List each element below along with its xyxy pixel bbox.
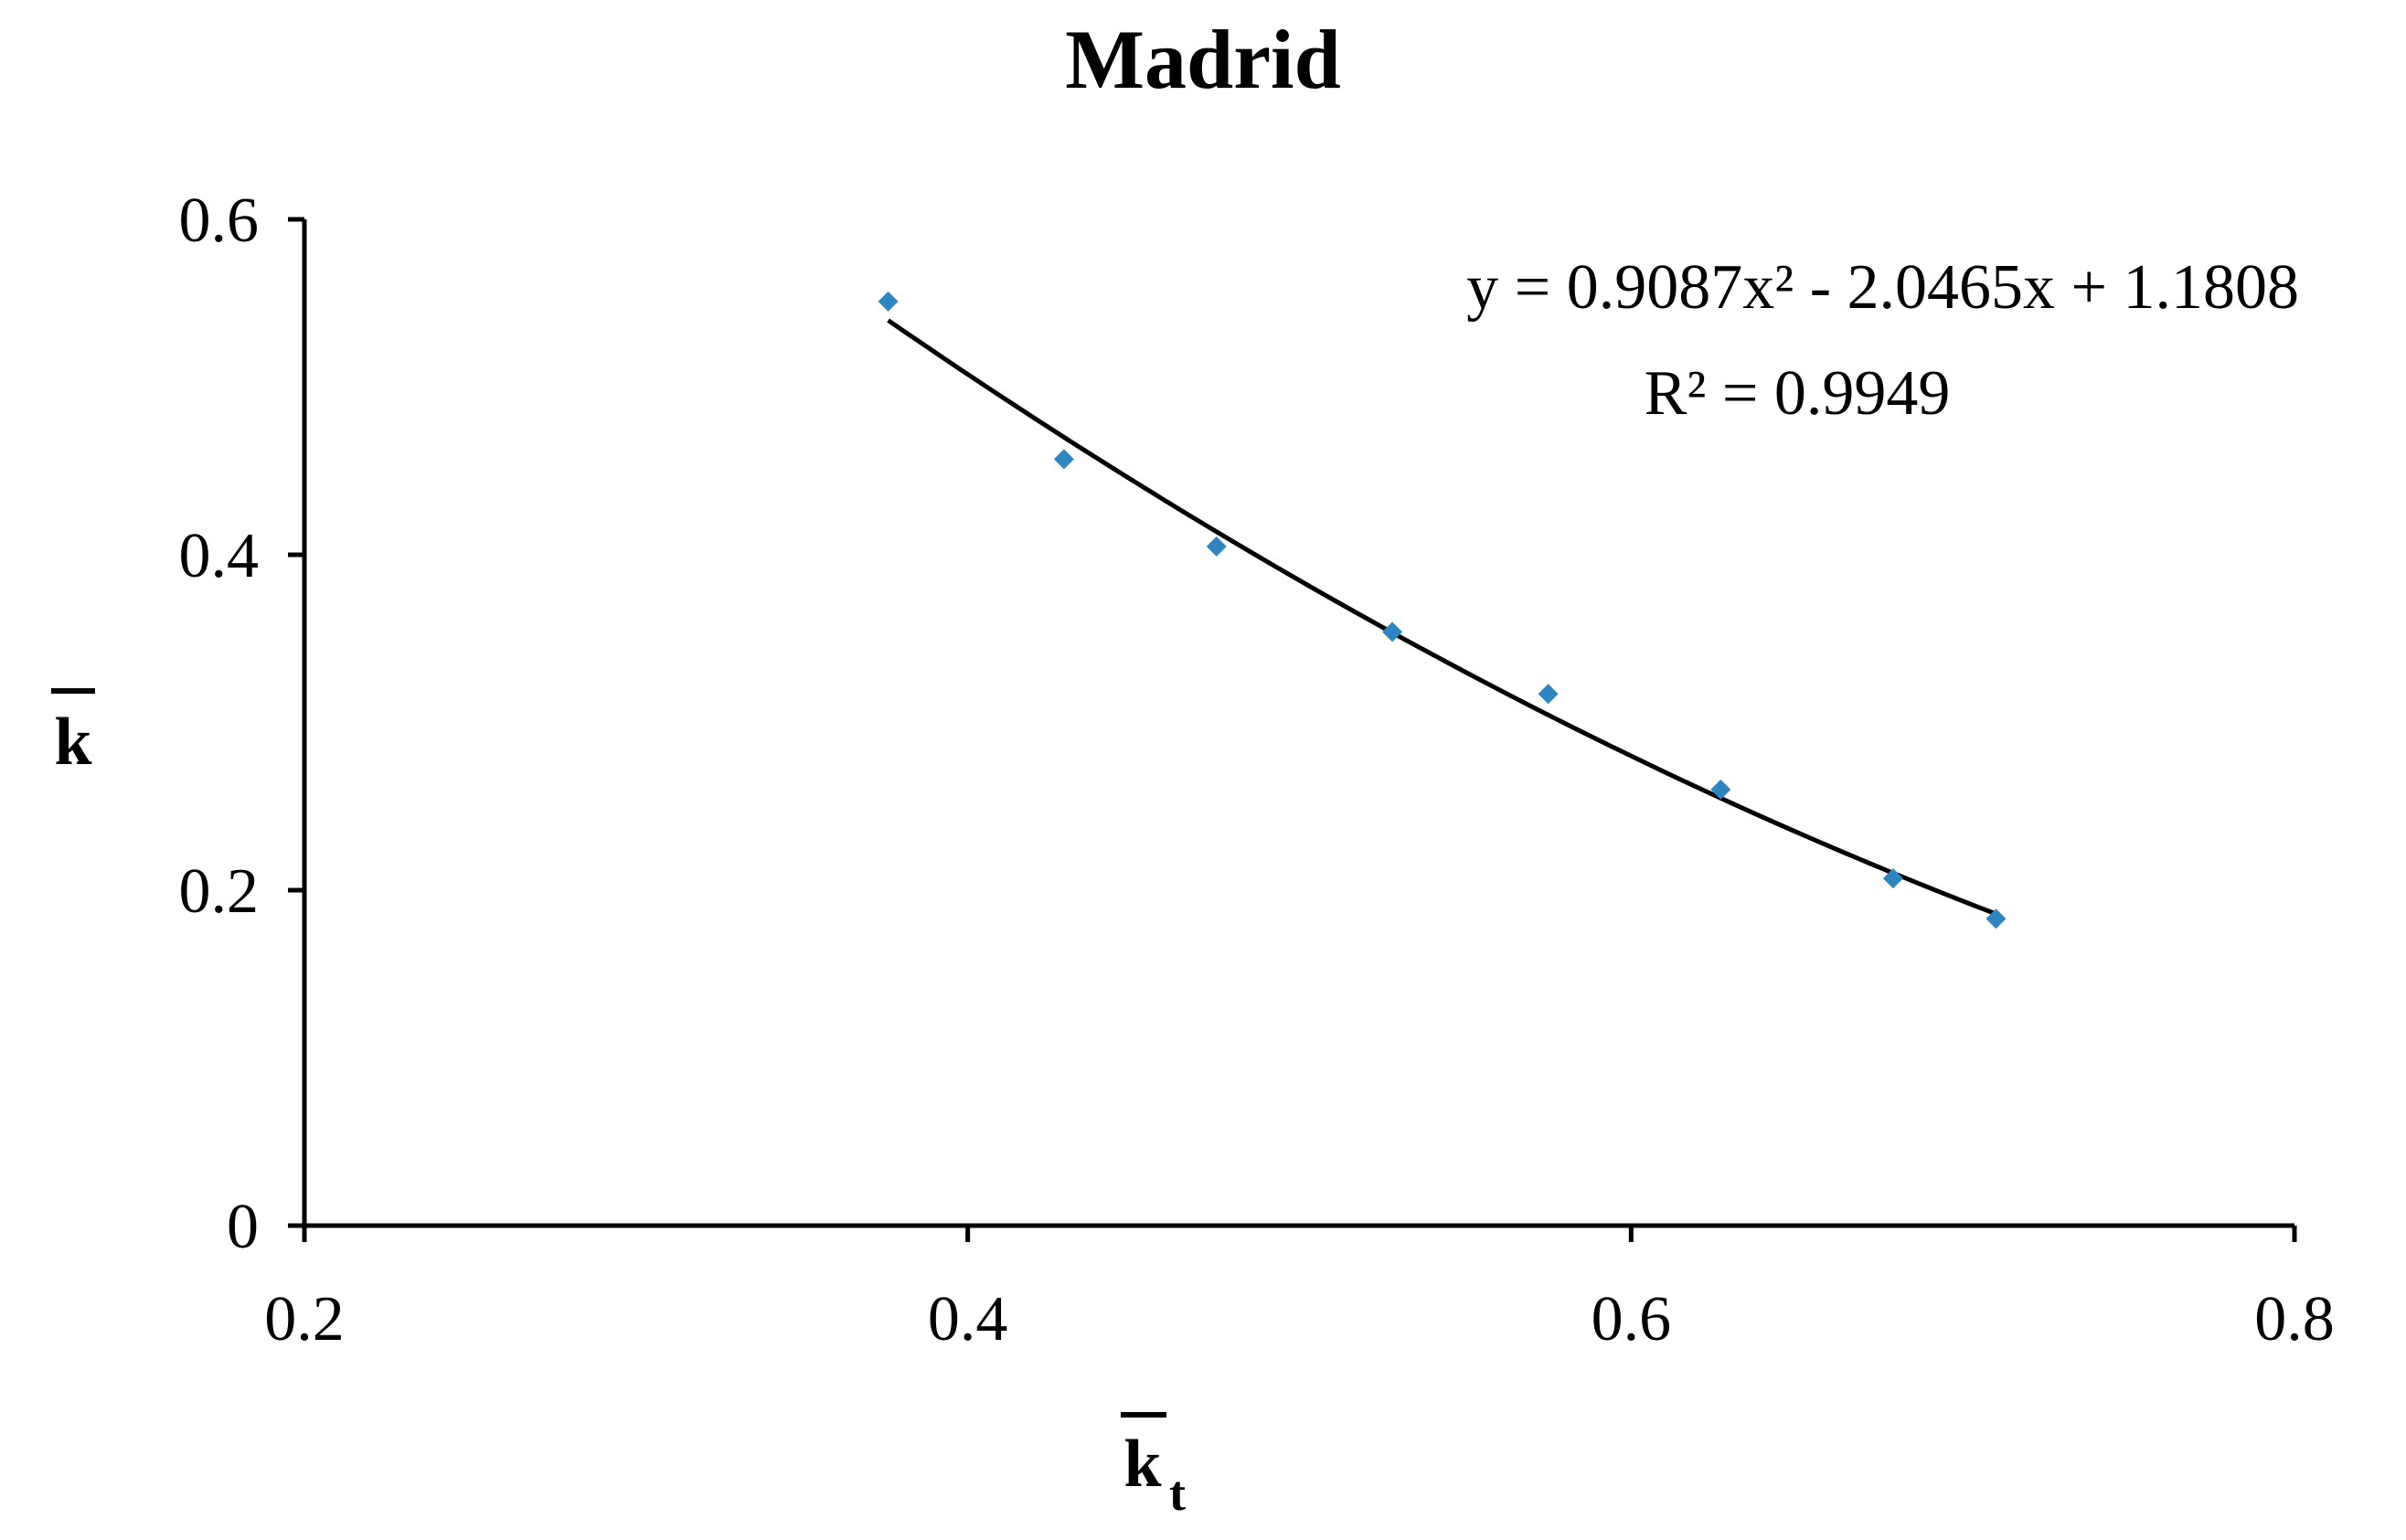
x-axis-label: k t	[1121, 1412, 1186, 1521]
x-tick-label: 0.8	[2254, 1284, 2335, 1354]
x-axis-label-text: k	[1123, 1427, 1162, 1502]
x-tick-label: 0.4	[928, 1284, 1008, 1354]
r-squared: R² = 0.9949	[1645, 358, 1951, 429]
chart-title: Madrid	[1065, 13, 1341, 106]
x-tick-label: 0.2	[264, 1284, 345, 1354]
equation-text: y = 0.9087x² - 2.0465x + 1.1808	[1466, 252, 2299, 323]
y-axis-label: k	[51, 688, 95, 780]
y-tick-label: 0.2	[179, 856, 260, 927]
data-point	[1382, 621, 1403, 643]
y-tick-label: 0.4	[179, 521, 260, 591]
trendline	[887, 318, 1997, 917]
axes: 0.2 0.4 0.6 0.800.20.40.6	[179, 186, 2335, 1354]
trendline-equation: y = 0.9087x² - 2.0465x + 1.1808	[1466, 252, 2299, 323]
x-axis-label-subscript: t	[1169, 1466, 1186, 1521]
y-axis-label-text: k	[54, 705, 92, 780]
data-point	[1206, 536, 1227, 557]
data-points	[878, 291, 2007, 929]
data-point	[1053, 449, 1074, 470]
y-tick-label: 0	[227, 1192, 259, 1262]
data-point	[878, 291, 899, 312]
data-point	[1882, 868, 1903, 889]
data-point	[1710, 779, 1731, 800]
x-tick-label: 0.6	[1592, 1284, 1672, 1354]
data-point	[1538, 684, 1559, 705]
data-point	[1985, 908, 2007, 929]
y-tick-label: 0.6	[179, 186, 260, 256]
